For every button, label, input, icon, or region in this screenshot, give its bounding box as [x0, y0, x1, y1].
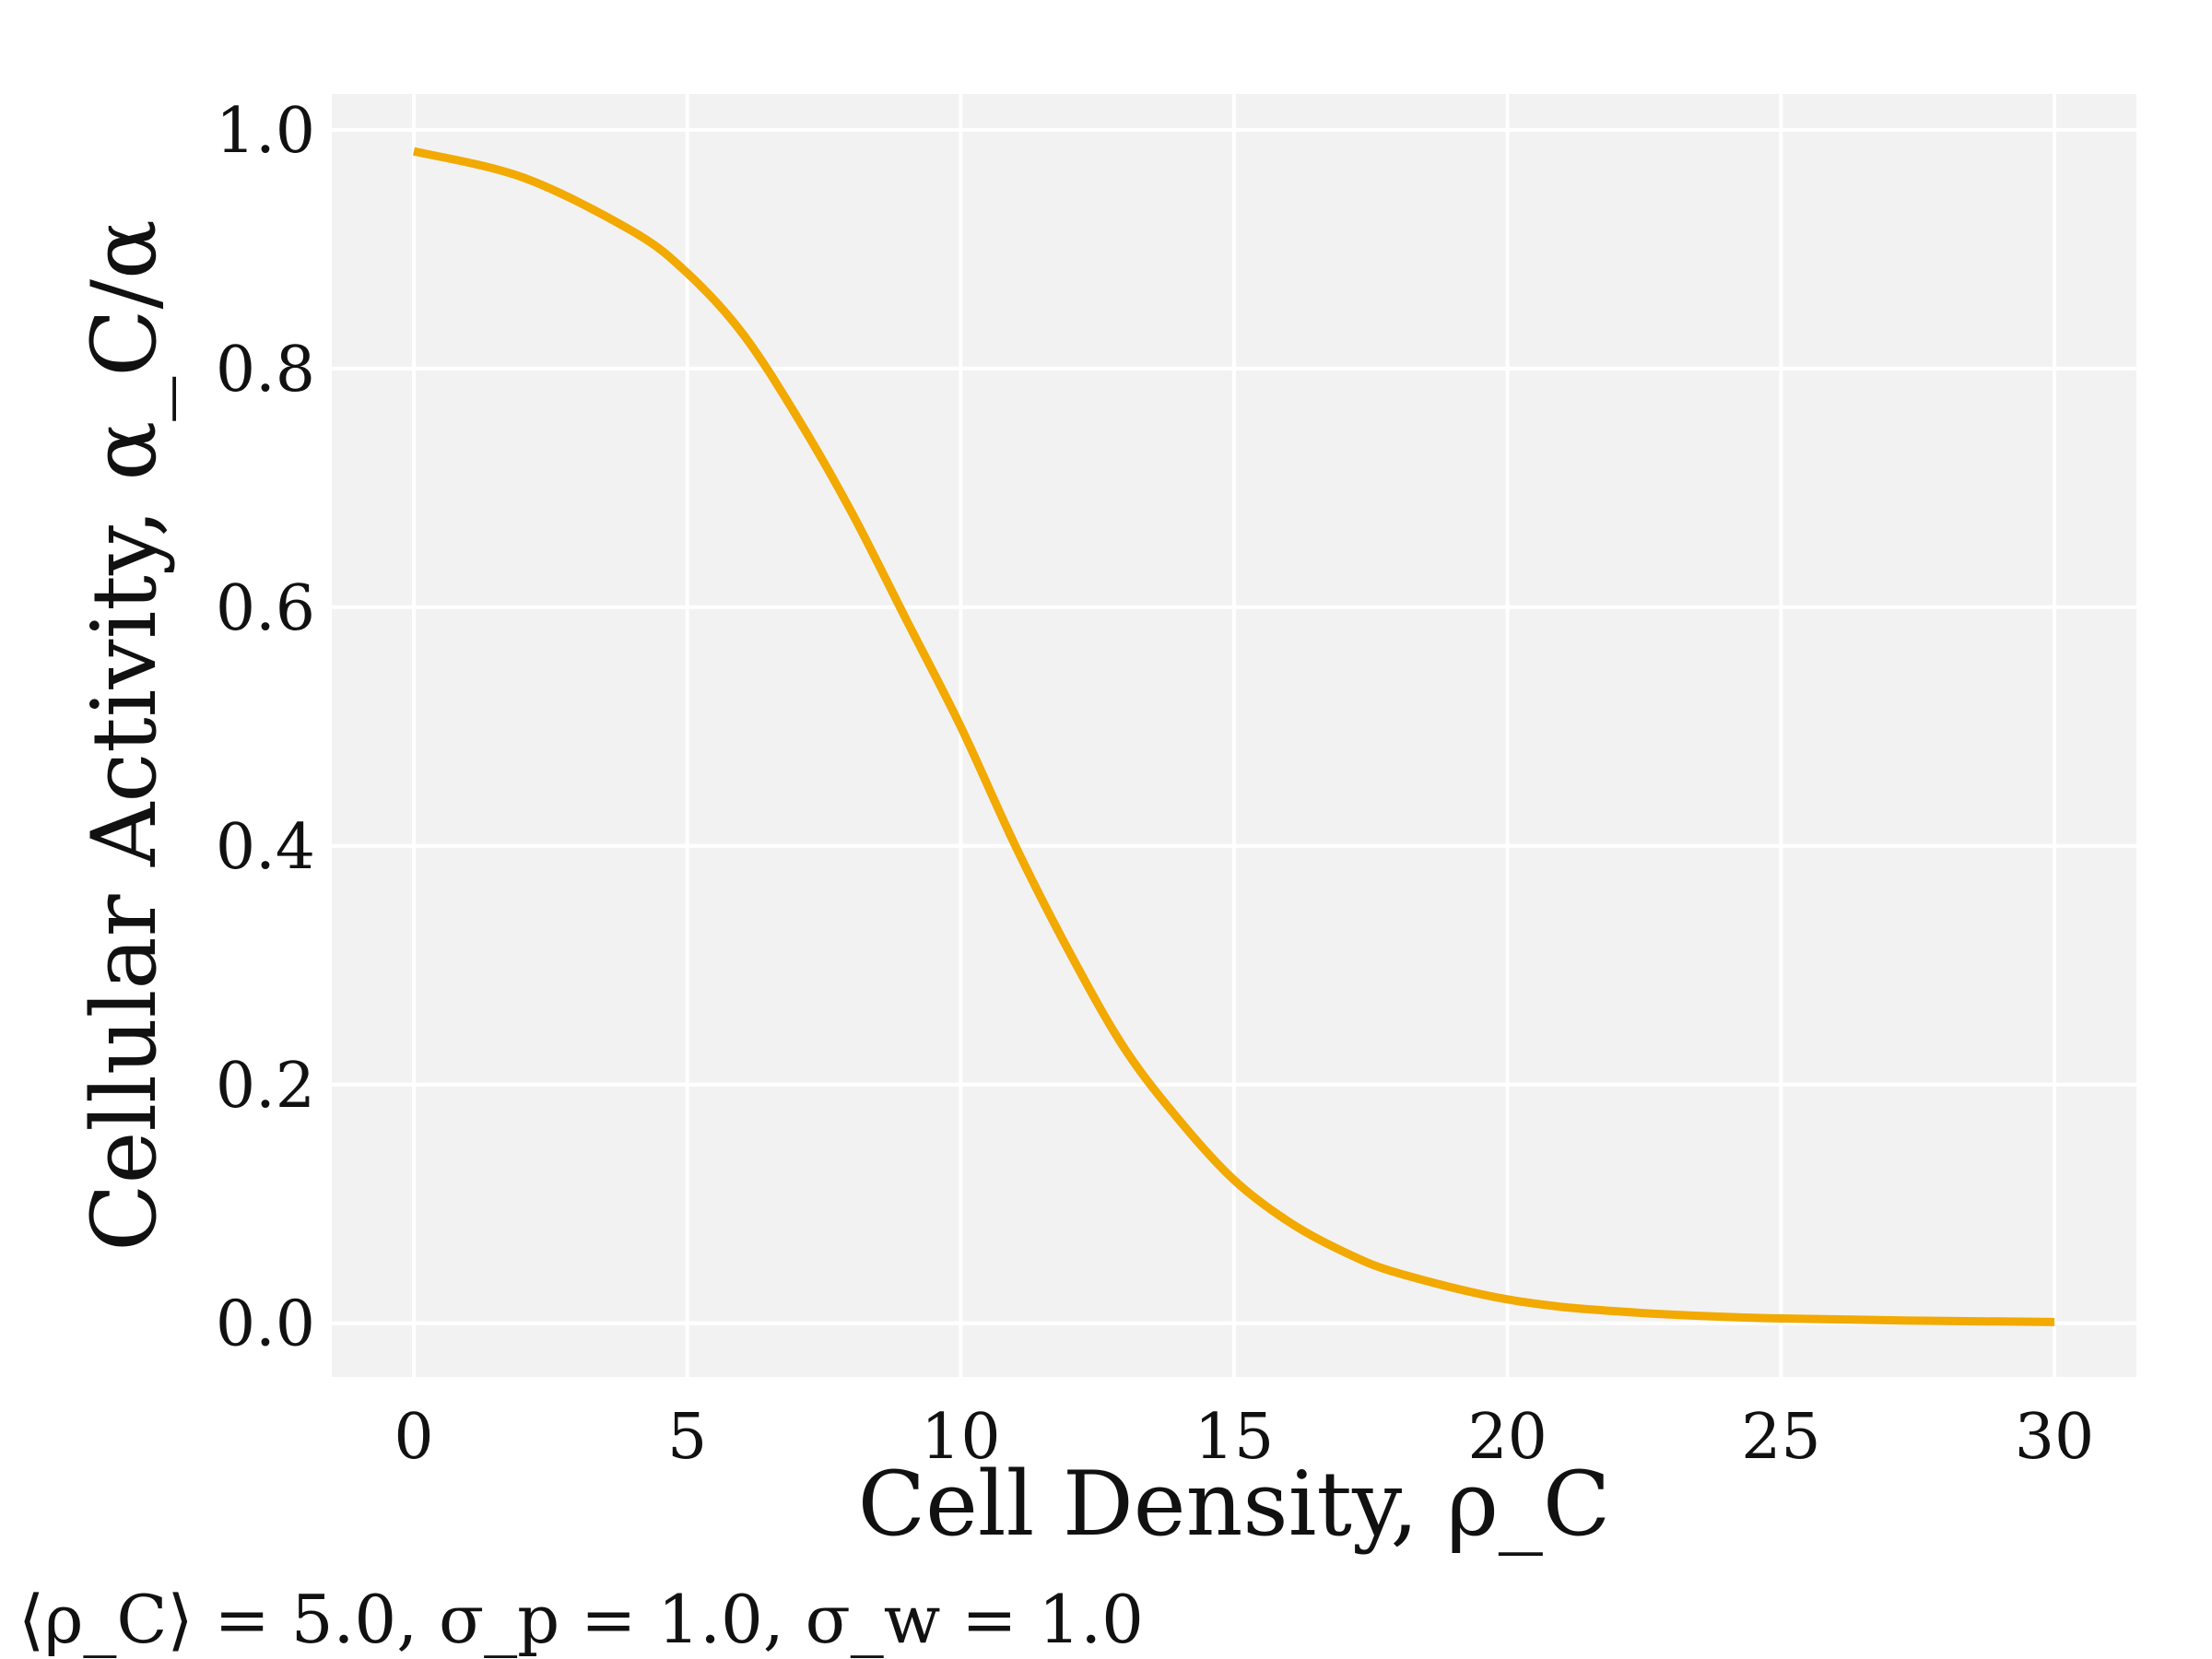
y-tick-label: 1.0 — [216, 95, 315, 168]
parameter-caption: ⟨ρ_C⟩ = 5.0, σ_p = 1.0, σ_w = 1.0 — [18, 1581, 1144, 1658]
y-tick-label: 0.2 — [216, 1050, 315, 1123]
x-tick-label: 20 — [1467, 1401, 1547, 1474]
x-tick-label: 5 — [667, 1401, 707, 1474]
x-tick-label: 30 — [2015, 1401, 2095, 1474]
y-axis-label: Cellular Activity, α_C/α — [73, 219, 176, 1252]
x-tick-label: 25 — [1741, 1401, 1821, 1474]
x-tick-labels: 0 5 10 15 20 25 30 — [394, 1401, 2094, 1474]
x-axis-label: Cell Density, ρ_C — [858, 1453, 1611, 1556]
y-tick-label: 0.4 — [216, 811, 315, 884]
y-tick-labels: 0.0 0.2 0.4 0.6 0.8 1.0 — [216, 95, 315, 1361]
y-tick-label: 0.6 — [216, 572, 315, 645]
x-tick-label: 0 — [394, 1401, 433, 1474]
y-tick-label: 0.0 — [216, 1288, 315, 1361]
x-tick-label: 10 — [921, 1401, 1001, 1474]
x-tick-label: 15 — [1194, 1401, 1275, 1474]
series-line — [412, 147, 2055, 1326]
y-tick-label: 0.8 — [216, 334, 315, 406]
series-group — [412, 147, 2055, 1326]
